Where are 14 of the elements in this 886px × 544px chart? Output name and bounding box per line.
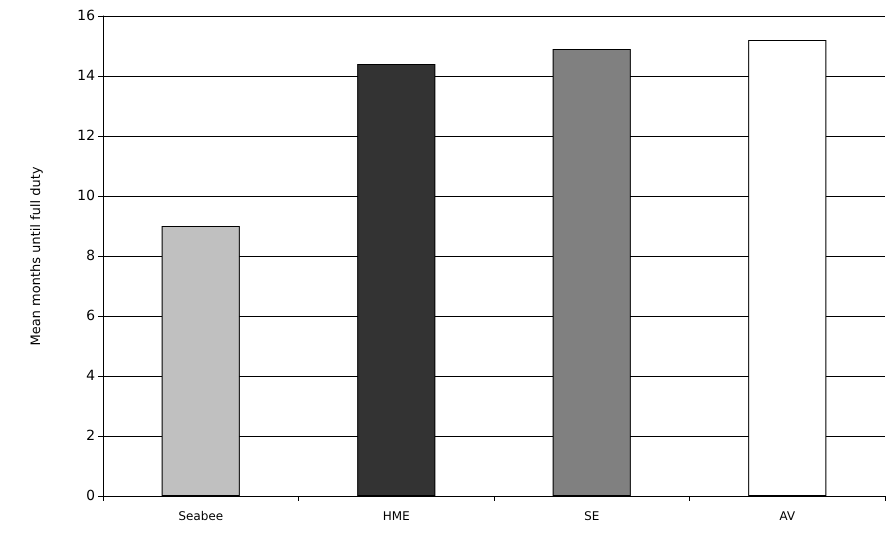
x-tick-label: HME <box>382 509 410 523</box>
y-tick-label: 2 <box>86 428 95 444</box>
y-tick-label: 10 <box>77 188 95 204</box>
y-tick-label: 6 <box>86 308 96 324</box>
y-tick-label: 8 <box>86 248 95 264</box>
x-tick-label: AV <box>779 509 796 523</box>
y-tick-label: 14 <box>77 68 96 84</box>
y-tick-label: 12 <box>77 128 95 144</box>
y-axis-title: Mean months until full duty <box>29 166 44 346</box>
y-tick-label: 4 <box>86 368 96 384</box>
x-tick-label: SE <box>584 509 600 523</box>
y-tick-label: 0 <box>86 488 95 504</box>
y-tick-label: 16 <box>77 8 96 24</box>
x-tick-label: Seabee <box>178 509 224 523</box>
